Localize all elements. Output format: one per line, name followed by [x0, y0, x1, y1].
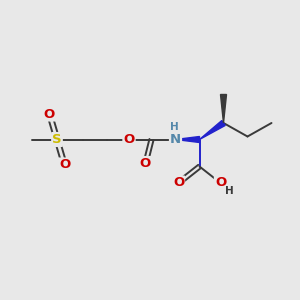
Text: O: O — [59, 158, 70, 172]
Polygon shape — [200, 121, 225, 140]
Text: O: O — [44, 107, 55, 121]
Text: O: O — [215, 176, 226, 190]
Text: O: O — [140, 157, 151, 170]
Text: H: H — [224, 186, 233, 197]
Text: S: S — [52, 133, 62, 146]
Text: H: H — [169, 122, 178, 132]
Text: O: O — [123, 133, 135, 146]
Polygon shape — [176, 136, 200, 142]
Text: O: O — [173, 176, 184, 190]
Polygon shape — [220, 94, 226, 123]
Text: N: N — [170, 133, 181, 146]
